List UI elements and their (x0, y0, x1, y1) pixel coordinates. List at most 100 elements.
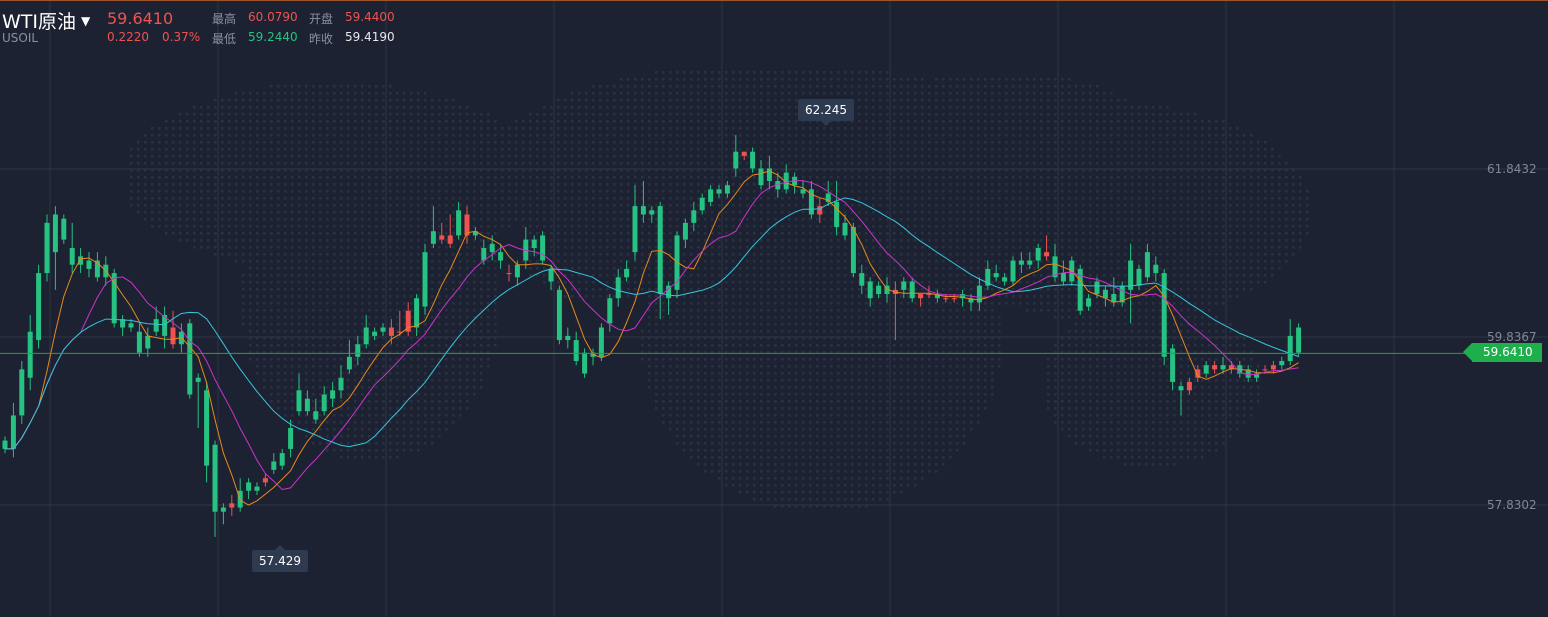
map-dot (718, 274, 721, 277)
map-dot (410, 260, 413, 263)
map-dot (235, 155, 238, 158)
map-dot (564, 239, 567, 242)
map-dot (354, 141, 357, 144)
map-dot (844, 190, 847, 193)
map-dot (473, 169, 476, 172)
map-dot (802, 407, 805, 410)
map-dot (872, 127, 875, 130)
map-dot (249, 92, 252, 95)
map-dot (718, 428, 721, 431)
map-dot (809, 351, 812, 354)
map-dot (361, 337, 364, 340)
map-dot (326, 330, 329, 333)
map-dot (291, 295, 294, 298)
map-dot (613, 197, 616, 200)
map-dot (613, 267, 616, 270)
map-dot (711, 358, 714, 361)
map-dot (809, 393, 812, 396)
map-dot (795, 316, 798, 319)
map-dot (536, 127, 539, 130)
map-dot (319, 162, 322, 165)
map-dot (753, 421, 756, 424)
map-dot (613, 127, 616, 130)
map-dot (830, 120, 833, 123)
map-dot (130, 183, 133, 186)
map-dot (837, 120, 840, 123)
map-dot (298, 218, 301, 221)
map-dot (312, 218, 315, 221)
map-dot (767, 463, 770, 466)
map-dot (480, 358, 483, 361)
map-dot (774, 141, 777, 144)
map-dot (655, 113, 658, 116)
map-dot (690, 435, 693, 438)
map-dot (466, 197, 469, 200)
map-dot (249, 260, 252, 263)
map-dot (382, 281, 385, 284)
map-dot (683, 120, 686, 123)
map-dot (900, 463, 903, 466)
map-dot (410, 162, 413, 165)
map-dot (480, 232, 483, 235)
map-dot (305, 169, 308, 172)
map-dot (445, 99, 448, 102)
map-dot (746, 155, 749, 158)
map-dot (718, 365, 721, 368)
map-dot (886, 316, 889, 319)
map-dot (704, 127, 707, 130)
map-dot (739, 71, 742, 74)
map-dot (200, 232, 203, 235)
map-dot (305, 155, 308, 158)
map-dot (893, 197, 896, 200)
map-dot (172, 127, 175, 130)
map-dot (690, 386, 693, 389)
map-dot (809, 253, 812, 256)
map-dot (221, 162, 224, 165)
map-dot (662, 134, 665, 137)
map-dot (368, 246, 371, 249)
map-dot (865, 407, 868, 410)
map-dot (718, 302, 721, 305)
map-dot (172, 155, 175, 158)
map-dot (837, 309, 840, 312)
map-dot (522, 176, 525, 179)
map-dot (662, 78, 665, 81)
map-dot (571, 176, 574, 179)
map-dot (529, 246, 532, 249)
map-dot (333, 99, 336, 102)
map-dot (900, 330, 903, 333)
map-dot (207, 169, 210, 172)
map-dot (564, 99, 567, 102)
map-dot (424, 169, 427, 172)
map-dot (816, 225, 819, 228)
map-dot (725, 78, 728, 81)
map-dot (361, 428, 364, 431)
map-dot (172, 183, 175, 186)
map-dot (655, 302, 658, 305)
map-dot (858, 435, 861, 438)
map-dot (732, 421, 735, 424)
map-dot (781, 246, 784, 249)
map-dot (865, 281, 868, 284)
map-dot (739, 477, 742, 480)
map-dot (396, 113, 399, 116)
map-dot (669, 85, 672, 88)
map-dot (662, 148, 665, 151)
map-dot (207, 162, 210, 165)
map-dot (662, 204, 665, 207)
map-dot (529, 162, 532, 165)
map-dot (487, 295, 490, 298)
map-dot (872, 134, 875, 137)
map-dot (858, 295, 861, 298)
map-dot (907, 232, 910, 235)
map-dot (242, 148, 245, 151)
map-dot (886, 155, 889, 158)
map-dot (900, 477, 903, 480)
map-dot (452, 400, 455, 403)
map-dot (830, 218, 833, 221)
map-dot (214, 197, 217, 200)
map-dot (760, 372, 763, 375)
map-dot (424, 358, 427, 361)
